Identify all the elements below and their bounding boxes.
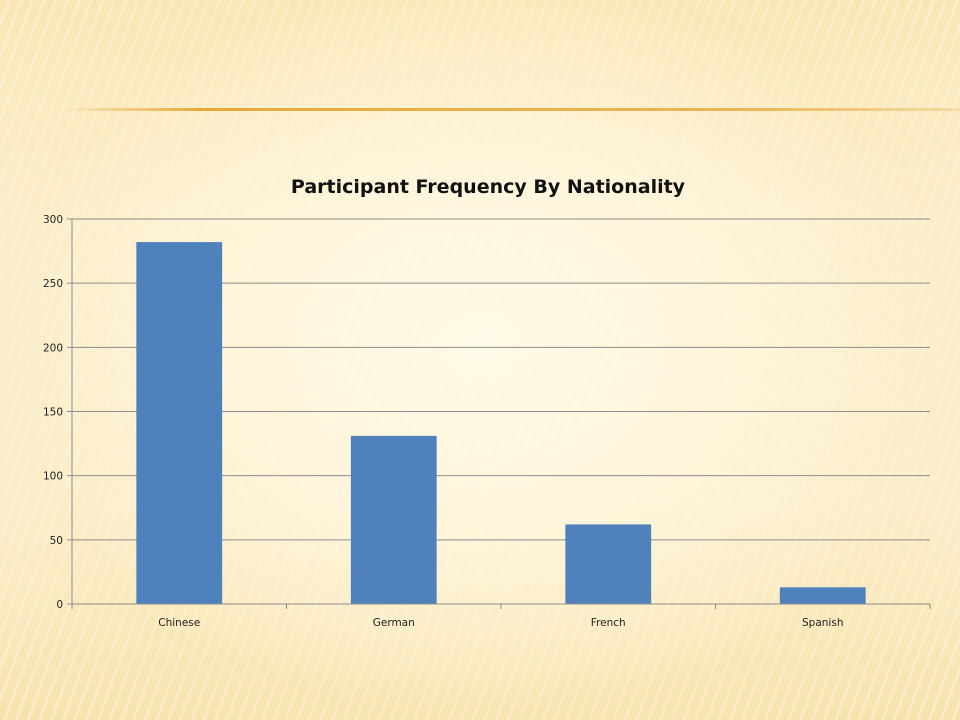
y-tick-label: 200 [43, 342, 63, 354]
y-tick-label: 300 [43, 214, 63, 226]
decorative-rule [64, 108, 960, 111]
x-tick-label: Spanish [802, 617, 843, 629]
axes [67, 218, 931, 609]
y-tick-label: 100 [43, 471, 63, 483]
y-tick-label: 150 [43, 407, 63, 419]
x-tick-label: French [591, 617, 626, 629]
bars [136, 242, 866, 604]
x-tick-label: German [373, 617, 415, 629]
bar-spanish [779, 587, 866, 604]
tick-labels: 0 50 100 150 200 250 300 Chinese German French Spa… [43, 214, 844, 629]
chart-title: Participant Frequency By Nationality [290, 176, 686, 198]
bar-chinese [136, 242, 223, 604]
bar-french [565, 524, 652, 604]
y-tick-label: 50 [50, 535, 63, 547]
bar-german [350, 435, 437, 604]
x-tick-label: Chinese [158, 617, 200, 629]
y-tick-label: 0 [56, 599, 63, 611]
y-tick-label: 250 [43, 278, 63, 290]
